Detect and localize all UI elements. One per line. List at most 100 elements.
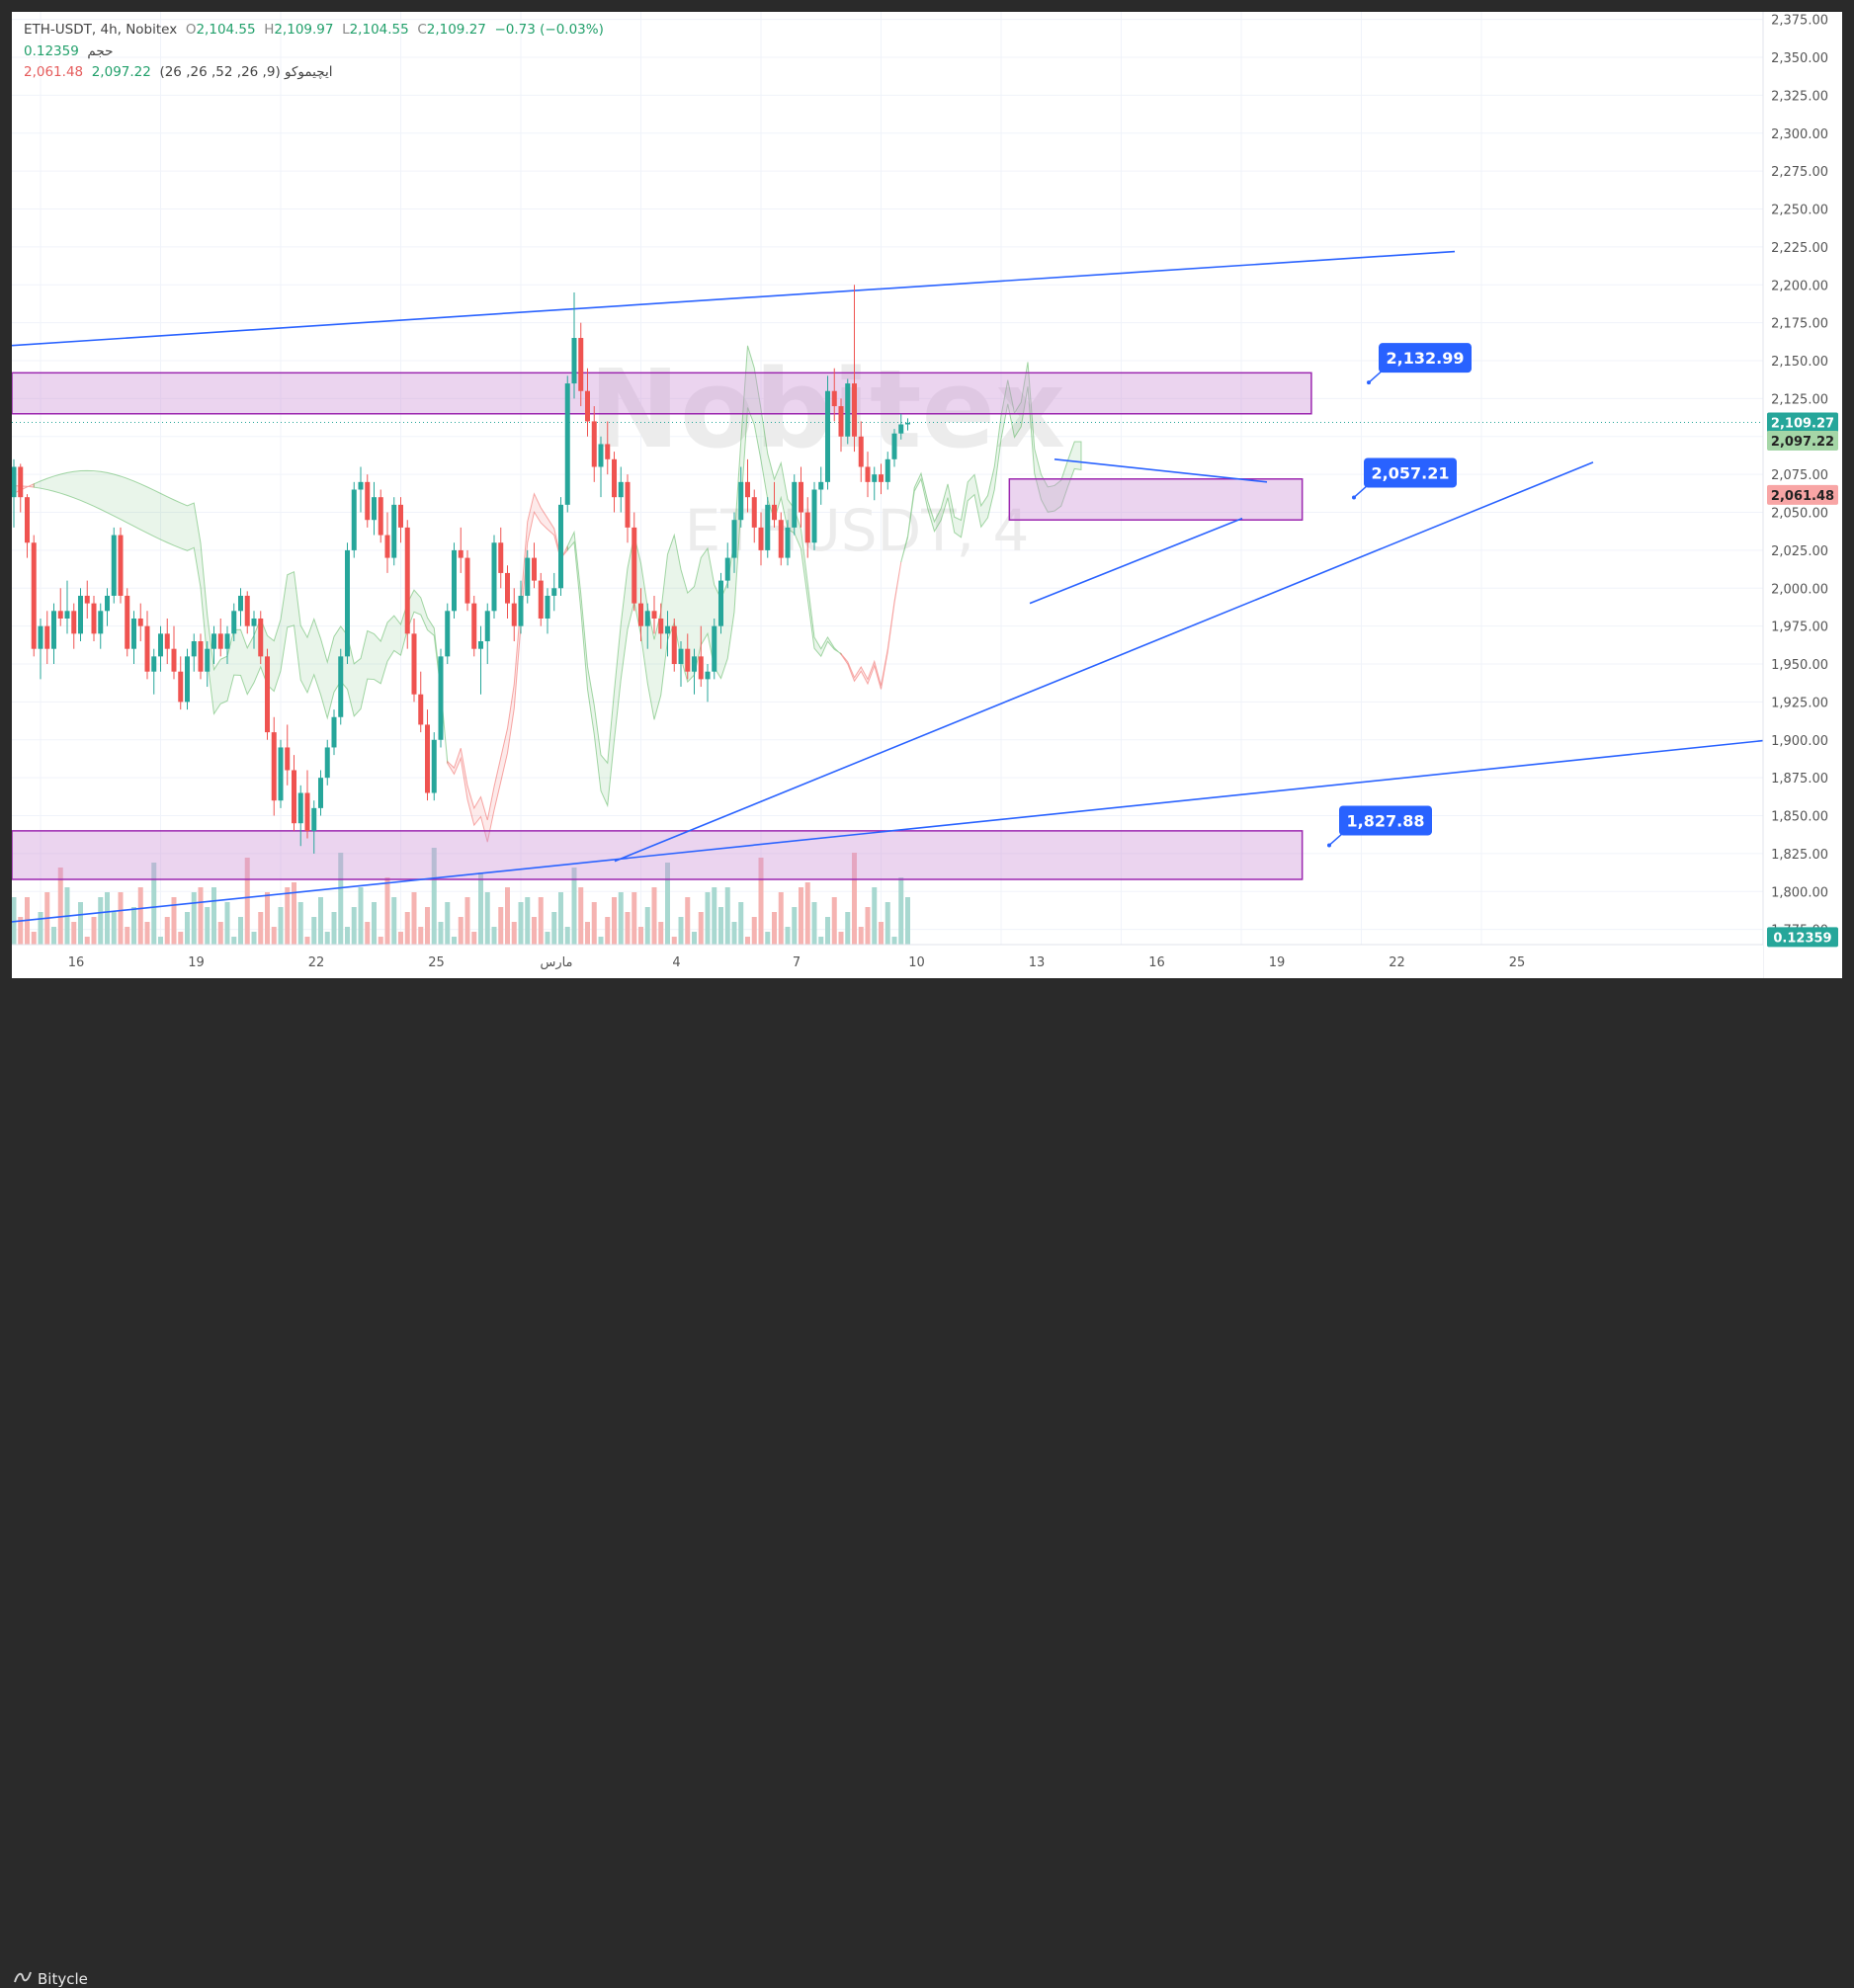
candle-body — [318, 778, 323, 808]
volume-bar — [738, 902, 744, 945]
volume-bar — [678, 917, 684, 945]
candle-body — [271, 732, 277, 801]
volume-bar — [811, 902, 817, 945]
ichimoku-b: 2,061.48 — [24, 64, 84, 80]
candle-body — [671, 625, 677, 665]
time-axis: 16 19 22 25 مارس 4 7 10 13 16 19 22 25 — [12, 944, 1763, 978]
price-tick-label: 1,800.00 — [1771, 885, 1828, 900]
trend-line — [1029, 517, 1243, 605]
volume-bar — [411, 892, 417, 945]
volume-bar — [845, 912, 851, 945]
candle-body — [251, 618, 257, 626]
footer-brand-name: Bitycle — [38, 1970, 88, 1988]
volume-bar — [665, 863, 670, 945]
price-tick-label: 2,075.00 — [1771, 468, 1828, 483]
candle-body — [745, 481, 750, 498]
trend-lines — [11, 250, 1772, 923]
volume-label: حجم — [87, 43, 114, 59]
candle-body — [905, 422, 910, 425]
candle-body — [445, 611, 451, 657]
candle-body — [125, 595, 130, 649]
candle-body — [31, 542, 37, 649]
volume-bar — [598, 937, 604, 945]
volume-bar — [358, 887, 364, 945]
candle-body — [511, 603, 517, 626]
volume-bar — [765, 932, 771, 945]
volume-bar — [452, 937, 457, 945]
volume-bar — [558, 892, 563, 945]
price-tick-label: 1,975.00 — [1771, 621, 1828, 635]
ichimoku-cloud-segment — [447, 492, 568, 843]
chart-area[interactable]: Nobitex ETHUSDT, 4 2,132.992,057.211,827… — [11, 12, 1842, 978]
volume-bar — [111, 912, 117, 945]
volume-bar — [625, 912, 631, 945]
price-annotations: 2,132.99 2,057.21 1,827.88 — [1327, 343, 1472, 848]
volume-bar — [525, 897, 531, 945]
candle-body — [91, 603, 97, 634]
candle-body — [865, 466, 871, 482]
candle-body — [698, 656, 704, 680]
candle-body — [404, 527, 410, 634]
candle-body — [378, 497, 383, 536]
volume-bar — [838, 932, 844, 945]
time-tick-label: 22 — [308, 955, 325, 970]
candle-body — [372, 497, 377, 521]
candles — [11, 285, 910, 854]
volume-bar — [164, 917, 170, 945]
candle-body — [831, 390, 837, 407]
time-tick-label: 19 — [1269, 955, 1286, 970]
volume-bar — [644, 907, 650, 945]
volume-bar — [532, 917, 537, 945]
annotation-anchor — [1352, 495, 1356, 500]
price-badge-label: 2,109.27 — [1771, 417, 1834, 432]
volume-bar — [891, 937, 897, 945]
legend-c: 2,109.27 — [426, 22, 486, 38]
time-tick-label: 13 — [1029, 955, 1046, 970]
volume-bar — [18, 917, 24, 945]
footer-brand[interactable]: Bitycle — [14, 1970, 88, 1988]
volume-bar — [38, 912, 43, 945]
ichimoku-label: ایچیموکو (9, 26, 52, 26, 26) — [159, 64, 333, 80]
volume-bar — [191, 892, 197, 945]
candle-body — [712, 625, 717, 672]
candle-body — [758, 527, 764, 550]
volume-bar — [745, 937, 750, 945]
price-chart[interactable]: Nobitex ETHUSDT, 4 2,132.992,057.211,827… — [11, 12, 1842, 978]
volume-bar — [351, 907, 357, 945]
annotation-label-box — [1339, 805, 1432, 836]
candle-body — [244, 595, 250, 626]
candle-body — [131, 618, 136, 649]
annotation-label-box — [1364, 457, 1457, 488]
legend-o: 2,104.55 — [196, 22, 256, 38]
candle-body — [211, 633, 216, 649]
volume-bar — [511, 922, 517, 945]
volume-bar — [498, 907, 504, 945]
candle-body — [224, 633, 230, 649]
candle-body — [297, 792, 303, 824]
candle-body — [505, 572, 510, 604]
candle-body — [852, 383, 857, 437]
candle-body — [64, 611, 70, 619]
volume-bar — [692, 932, 697, 945]
price-tick-label: 1,850.00 — [1771, 810, 1828, 825]
candle-body — [738, 481, 744, 521]
candle-body — [198, 641, 204, 672]
volume-bar — [505, 887, 510, 945]
legend-volume: حجم 0.12359 — [24, 43, 113, 59]
volume-bar — [818, 937, 824, 945]
candle-body — [765, 504, 771, 550]
candle-body — [678, 648, 684, 665]
candle-body — [891, 433, 897, 459]
volume-bar — [198, 887, 204, 945]
candle-body — [605, 444, 611, 459]
volume-bar — [471, 932, 477, 945]
volume-bar — [478, 872, 483, 945]
candle-body — [778, 520, 784, 558]
volume-bar — [551, 912, 557, 945]
candle-body — [644, 611, 650, 626]
volume-bar — [464, 897, 470, 945]
price-tick-label: 2,150.00 — [1771, 355, 1828, 370]
top-frame — [0, 0, 1854, 12]
footer-bar: Bitycle — [0, 978, 1854, 1988]
